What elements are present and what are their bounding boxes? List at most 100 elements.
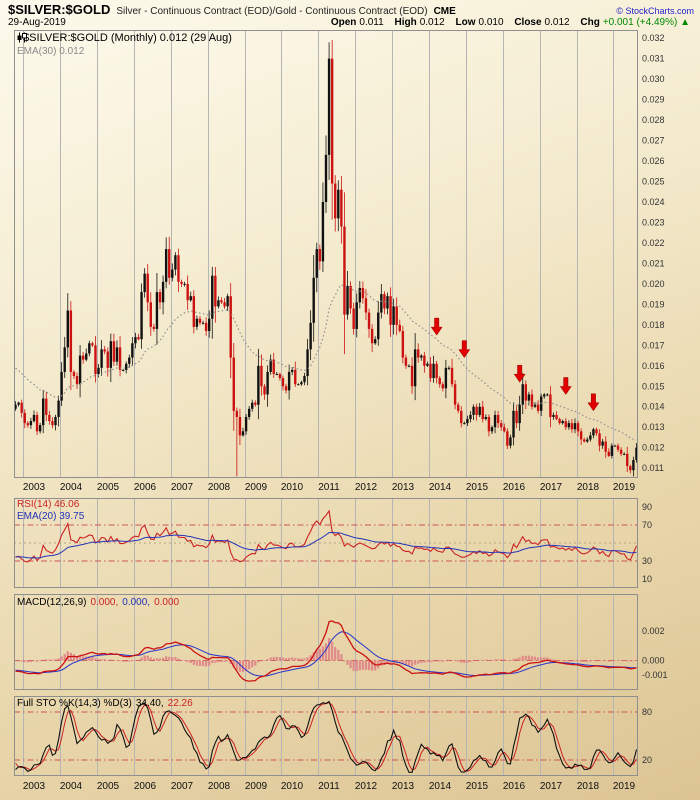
macd-axis-label: 0.002 xyxy=(642,626,665,636)
sto-axis-label: 80 xyxy=(642,707,652,717)
year-label: 2008 xyxy=(208,781,231,792)
year-label: 2017 xyxy=(540,482,563,493)
price-axis-label: 0.012 xyxy=(642,443,665,453)
main-legend-row: $SILVER:$GOLD (Monthly) 0.012 (29 Aug) xyxy=(17,32,232,44)
close-value: 0.012 xyxy=(544,17,570,28)
year-label: 2008 xyxy=(208,482,231,493)
high-value: 0.012 xyxy=(419,17,445,28)
price-axis-label: 0.026 xyxy=(642,156,665,166)
year-label: 2010 xyxy=(281,482,304,493)
macd-line xyxy=(15,620,637,682)
year-label: 2009 xyxy=(245,482,268,493)
axis-labels: 0.011 0.012 0.013 0.014 0.015 0.016 0.017 0.018… xyxy=(642,33,668,765)
macd-value: 0.000, xyxy=(90,597,119,608)
year-label: 2007 xyxy=(171,781,194,792)
sto-d-line xyxy=(15,702,637,772)
chg-label: Chg xyxy=(580,17,600,28)
price-axis-label: 0.017 xyxy=(642,340,665,350)
year-label: 2006 xyxy=(134,781,157,792)
price-axis-label: 0.019 xyxy=(642,299,665,309)
price-axis-label: 0.021 xyxy=(642,258,665,268)
rsi-ema-line xyxy=(15,531,637,559)
year-axis-labels: 2003 2004 2005 2006 2007 2008 2009 2010 2011 2012… xyxy=(23,482,636,792)
price-axis-label: 0.015 xyxy=(642,381,665,391)
year-label: 2011 xyxy=(318,781,340,792)
year-label: 2004 xyxy=(60,781,83,792)
year-label: 2005 xyxy=(97,781,120,792)
macd-legend-name: MACD(12,26,9) xyxy=(17,597,87,608)
rsi-axis-label: 10 xyxy=(642,574,652,584)
price-axis-label: 0.025 xyxy=(642,177,665,187)
year-label: 2015 xyxy=(466,781,489,792)
year-label: 2006 xyxy=(134,482,157,493)
red-down-arrow xyxy=(458,340,471,359)
year-label: 2005 xyxy=(97,482,120,493)
year-label: 2012 xyxy=(355,781,378,792)
macd-histogram xyxy=(14,638,638,673)
year-label: 2016 xyxy=(503,781,526,792)
price-axis-label: 0.030 xyxy=(642,74,665,84)
ohlc-quote: Open 0.011 High 0.012 Low 0.010 Close 0.012 … xyxy=(323,17,690,28)
rsi-axis-label: 90 xyxy=(642,502,652,512)
macd-legend-row: MACD(12,26,9) 0.000, 0.000, 0.000 xyxy=(17,597,179,608)
year-label: 2016 xyxy=(503,482,526,493)
quote-date: 29-Aug-2019 xyxy=(8,17,66,28)
price-axis-label: 0.029 xyxy=(642,95,665,105)
sell-signal-arrows xyxy=(430,317,600,412)
macd-signal-value: 0.000, xyxy=(122,597,151,608)
price-axis-label: 0.022 xyxy=(642,238,665,248)
year-label: 2014 xyxy=(429,781,452,792)
sto-legend-row: Full STO %K(14,3) %D(3) 34.40, 22.26 xyxy=(17,698,193,709)
low-label: Low xyxy=(455,17,476,28)
price-axis-label: 0.020 xyxy=(642,279,665,289)
price-axis-label: 0.028 xyxy=(642,115,665,125)
year-label: 2014 xyxy=(429,482,452,493)
price-axis-label: 0.016 xyxy=(642,361,665,371)
year-label: 2009 xyxy=(245,781,268,792)
sto-d-value: 22.26 xyxy=(167,698,193,709)
macd-axis-label: -0.001 xyxy=(642,670,668,680)
year-label: 2007 xyxy=(171,482,194,493)
year-label: 2010 xyxy=(281,781,304,792)
price-axis-label: 0.027 xyxy=(642,136,665,146)
price-axis-label: 0.018 xyxy=(642,320,665,330)
panel-borders xyxy=(14,30,638,776)
year-label: 2013 xyxy=(392,781,415,792)
year-label: 2004 xyxy=(60,482,83,493)
main-legend-text: $SILVER:$GOLD (Monthly) 0.012 (29 Aug) xyxy=(23,32,232,44)
year-label: 2017 xyxy=(540,781,563,792)
year-label: 2019 xyxy=(613,482,636,493)
red-down-arrow xyxy=(559,377,572,395)
red-down-arrow xyxy=(587,393,600,412)
sto-k-value: 34.40, xyxy=(135,698,164,709)
sto-k-line xyxy=(15,700,638,773)
price-axis-label: 0.023 xyxy=(642,217,665,227)
price-axis-label: 0.032 xyxy=(642,33,665,43)
rsi-line xyxy=(15,509,638,563)
red-down-arrow xyxy=(513,364,526,383)
year-label: 2012 xyxy=(355,482,378,493)
open-value: 0.011 xyxy=(359,17,384,28)
candlesticks xyxy=(14,39,638,477)
price-axis-label: 0.024 xyxy=(642,197,665,207)
sto-axis-label: 20 xyxy=(642,755,652,765)
ema30-line xyxy=(15,283,637,441)
exchange-label: CME xyxy=(433,6,456,17)
high-label: High xyxy=(394,17,417,28)
year-label: 2003 xyxy=(23,482,46,493)
open-label: Open xyxy=(330,17,357,28)
macd-axis-label: 0.000 xyxy=(642,655,665,665)
chart-header: $SILVER:$GOLD Silver - Continuous Contra… xyxy=(8,2,694,17)
year-label: 2018 xyxy=(577,781,600,792)
ema30-legend: EMA(30) 0.012 xyxy=(17,46,85,57)
rsi-axis-label: 70 xyxy=(642,520,652,530)
year-label: 2003 xyxy=(23,781,46,792)
copyright-link[interactable]: © StockCharts.com xyxy=(616,6,694,16)
red-down-arrow xyxy=(430,317,443,336)
price-axis-label: 0.031 xyxy=(642,54,665,64)
symbol-description: Silver - Continuous Contract (EOD)/Gold … xyxy=(116,6,428,17)
price-axis-label: 0.011 xyxy=(642,463,664,473)
rsi-legend: RSI(14) 46.06 xyxy=(17,499,80,510)
symbol-title: $SILVER:$GOLD xyxy=(8,2,111,17)
